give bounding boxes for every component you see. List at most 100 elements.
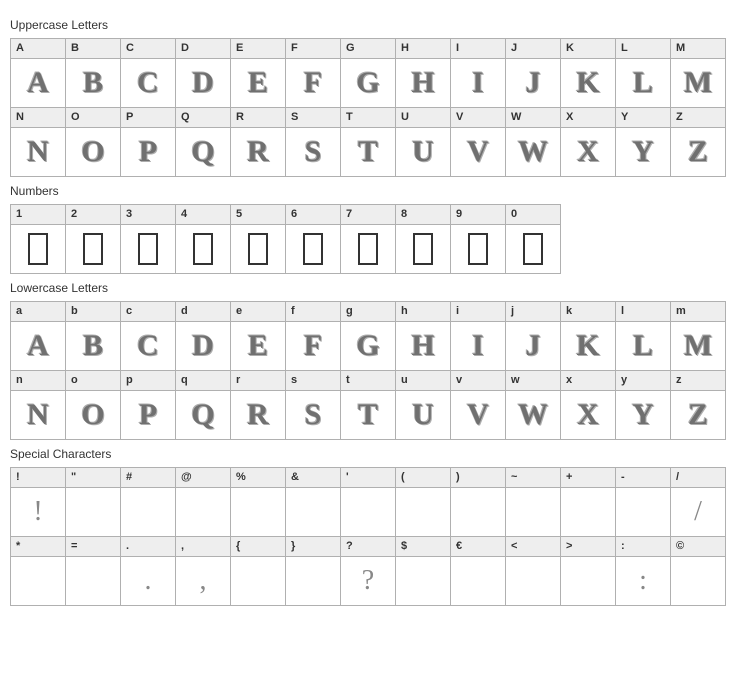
char-cell[interactable]: FF [285, 38, 341, 108]
char-cell[interactable]: JJ [505, 38, 561, 108]
char-cell[interactable]: ?? [340, 536, 396, 606]
char-cell[interactable]: sS [285, 370, 341, 440]
char-cell[interactable]: YY [615, 107, 671, 177]
char-glyph: Z [671, 391, 725, 439]
char-cell[interactable]: kK [560, 301, 616, 371]
char-cell[interactable]: MM [670, 38, 726, 108]
char-cell[interactable]: mM [670, 301, 726, 371]
char-cell[interactable]: 6 [285, 204, 341, 274]
char-cell[interactable]: KK [560, 38, 616, 108]
char-cell[interactable]: VV [450, 107, 506, 177]
char-glyph: O [66, 391, 120, 439]
char-cell[interactable]: GG [340, 38, 396, 108]
char-cell[interactable]: HH [395, 38, 451, 108]
char-glyph [286, 225, 340, 273]
char-cell[interactable]: 3 [120, 204, 176, 274]
char-cell[interactable]: bB [65, 301, 121, 371]
char-cell[interactable]: nN [10, 370, 66, 440]
char-cell[interactable]: eE [230, 301, 286, 371]
char-cell[interactable]: dD [175, 301, 231, 371]
char-cell[interactable]: gG [340, 301, 396, 371]
char-cell[interactable]: & [285, 467, 341, 537]
char-cell[interactable]: !! [10, 467, 66, 537]
char-cell[interactable]: AA [10, 38, 66, 108]
char-cell[interactable]: BB [65, 38, 121, 108]
char-cell[interactable]: NN [10, 107, 66, 177]
char-cell[interactable]: 2 [65, 204, 121, 274]
char-cell[interactable]: :: [615, 536, 671, 606]
char-cell[interactable]: ~ [505, 467, 561, 537]
char-cell[interactable]: uU [395, 370, 451, 440]
char-cell[interactable]: $ [395, 536, 451, 606]
char-cell[interactable]: // [670, 467, 726, 537]
char-glyph: V [451, 391, 505, 439]
char-cell[interactable]: LL [615, 38, 671, 108]
char-cell[interactable]: 7 [340, 204, 396, 274]
char-cell[interactable]: 9 [450, 204, 506, 274]
char-cell[interactable]: .. [120, 536, 176, 606]
char-cell[interactable]: RR [230, 107, 286, 177]
char-cell[interactable]: ZZ [670, 107, 726, 177]
char-cell[interactable]: © [670, 536, 726, 606]
char-cell[interactable]: < [505, 536, 561, 606]
char-cell[interactable]: ) [450, 467, 506, 537]
char-cell[interactable]: CC [120, 38, 176, 108]
char-cell[interactable]: ( [395, 467, 451, 537]
char-cell[interactable]: vV [450, 370, 506, 440]
char-glyph: W [506, 391, 560, 439]
glyph-decorative: F [304, 66, 322, 100]
char-cell[interactable]: @ [175, 467, 231, 537]
char-cell[interactable]: hH [395, 301, 451, 371]
char-cell[interactable]: oO [65, 370, 121, 440]
char-grid: aAbBcCdDeEfFgGhHiIjJkKlLmM nNoOpPqQrRsStT… [10, 301, 738, 439]
char-cell[interactable]: EE [230, 38, 286, 108]
char-cell[interactable]: wW [505, 370, 561, 440]
char-cell[interactable]: pP [120, 370, 176, 440]
char-label: R [231, 108, 285, 128]
char-cell[interactable]: { [230, 536, 286, 606]
char-cell[interactable]: UU [395, 107, 451, 177]
char-cell[interactable]: SS [285, 107, 341, 177]
char-cell[interactable]: * [10, 536, 66, 606]
char-cell[interactable]: tT [340, 370, 396, 440]
char-cell[interactable]: = [65, 536, 121, 606]
char-cell[interactable]: DD [175, 38, 231, 108]
char-cell[interactable]: > [560, 536, 616, 606]
char-cell[interactable]: XX [560, 107, 616, 177]
char-label: E [231, 39, 285, 59]
char-cell[interactable]: } [285, 536, 341, 606]
char-cell[interactable]: jJ [505, 301, 561, 371]
char-cell[interactable]: OO [65, 107, 121, 177]
char-cell[interactable]: TT [340, 107, 396, 177]
char-cell[interactable]: 4 [175, 204, 231, 274]
char-cell[interactable]: + [560, 467, 616, 537]
char-cell[interactable]: ,, [175, 536, 231, 606]
char-cell[interactable]: WW [505, 107, 561, 177]
char-glyph: Z [671, 128, 725, 176]
char-cell[interactable]: 0 [505, 204, 561, 274]
char-cell[interactable]: zZ [670, 370, 726, 440]
char-cell[interactable]: " [65, 467, 121, 537]
char-cell[interactable]: % [230, 467, 286, 537]
char-cell[interactable]: 8 [395, 204, 451, 274]
char-cell[interactable]: fF [285, 301, 341, 371]
char-cell[interactable]: rR [230, 370, 286, 440]
char-cell[interactable]: PP [120, 107, 176, 177]
char-cell[interactable]: 1 [10, 204, 66, 274]
char-cell[interactable]: # [120, 467, 176, 537]
char-cell[interactable]: ' [340, 467, 396, 537]
char-cell[interactable]: yY [615, 370, 671, 440]
glyph-decorative: Z [688, 135, 708, 169]
char-cell[interactable]: 5 [230, 204, 286, 274]
char-cell[interactable]: - [615, 467, 671, 537]
char-cell[interactable]: qQ [175, 370, 231, 440]
char-cell[interactable]: iI [450, 301, 506, 371]
char-cell[interactable]: QQ [175, 107, 231, 177]
char-label: v [451, 371, 505, 391]
char-cell[interactable]: xX [560, 370, 616, 440]
char-cell[interactable]: II [450, 38, 506, 108]
char-cell[interactable]: cC [120, 301, 176, 371]
char-cell[interactable]: lL [615, 301, 671, 371]
char-cell[interactable]: aA [10, 301, 66, 371]
char-cell[interactable]: € [450, 536, 506, 606]
